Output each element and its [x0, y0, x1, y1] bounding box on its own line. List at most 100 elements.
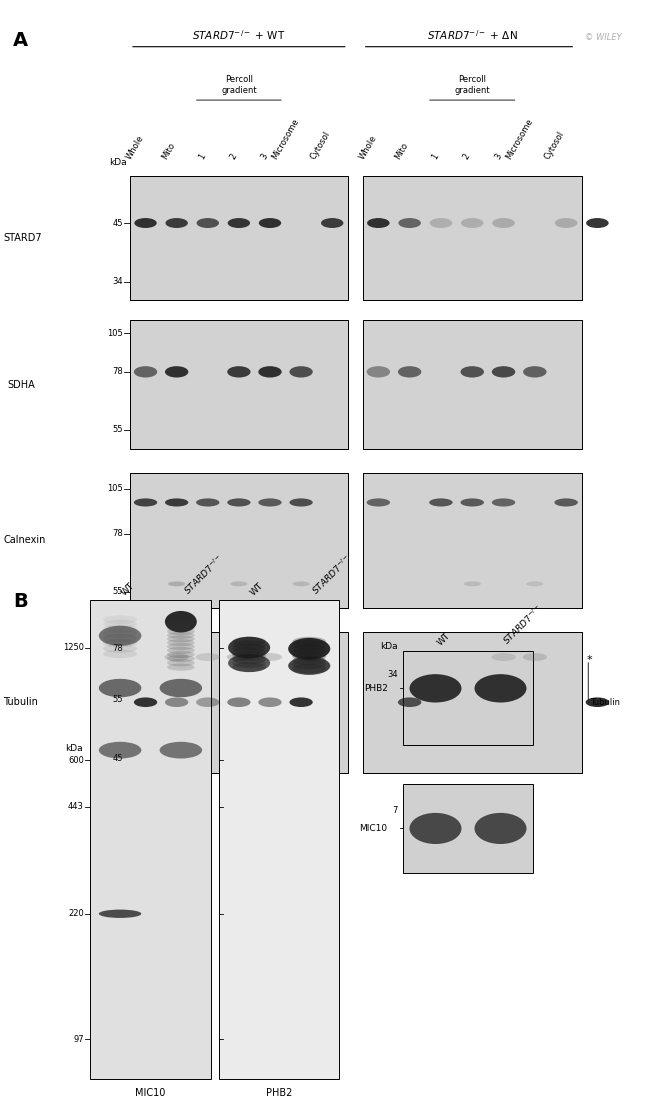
Text: 1: 1 [198, 152, 208, 161]
Ellipse shape [429, 498, 452, 507]
Text: 3: 3 [493, 152, 504, 161]
Ellipse shape [167, 632, 195, 639]
Text: Microsome: Microsome [504, 117, 535, 161]
Ellipse shape [160, 678, 202, 697]
Text: 55: 55 [112, 695, 123, 704]
Ellipse shape [134, 366, 157, 378]
Ellipse shape [103, 629, 137, 637]
Bar [403, 651, 533, 745]
Ellipse shape [103, 639, 137, 647]
Ellipse shape [103, 619, 137, 628]
Text: 105: 105 [107, 485, 123, 494]
Ellipse shape [103, 644, 137, 653]
Text: Cytosol: Cytosol [309, 130, 332, 161]
Text: Cytosol: Cytosol [543, 130, 566, 161]
Bar [219, 600, 339, 1079]
Ellipse shape [289, 697, 313, 707]
Ellipse shape [526, 582, 543, 586]
Text: B: B [13, 592, 28, 610]
Text: 105: 105 [107, 329, 123, 338]
Ellipse shape [474, 813, 526, 844]
Ellipse shape [167, 655, 195, 662]
Text: 7: 7 [393, 806, 398, 815]
Ellipse shape [160, 742, 202, 758]
Text: 2: 2 [462, 152, 472, 161]
Ellipse shape [523, 366, 547, 378]
Ellipse shape [258, 498, 281, 507]
Ellipse shape [232, 658, 266, 668]
Text: kDa: kDa [66, 744, 83, 753]
Text: WT: WT [249, 580, 266, 597]
Ellipse shape [321, 218, 343, 228]
Ellipse shape [99, 626, 141, 646]
Text: 443: 443 [68, 802, 84, 811]
Text: kDa: kDa [380, 642, 398, 651]
Ellipse shape [289, 498, 313, 507]
Ellipse shape [167, 628, 195, 635]
Ellipse shape [292, 659, 326, 669]
Text: PHB2: PHB2 [364, 684, 388, 693]
Text: Tubulin: Tubulin [590, 697, 619, 707]
Ellipse shape [586, 218, 608, 228]
Text: kDa: kDa [109, 158, 127, 167]
Text: 78: 78 [112, 644, 123, 653]
Ellipse shape [167, 647, 195, 654]
Ellipse shape [196, 697, 220, 707]
Ellipse shape [367, 498, 390, 507]
Bar [130, 176, 348, 300]
Ellipse shape [460, 498, 484, 507]
Ellipse shape [288, 657, 330, 675]
Text: Percoll
gradient: Percoll gradient [454, 76, 490, 95]
Ellipse shape [258, 653, 282, 661]
Text: Microsome: Microsome [270, 117, 301, 161]
Ellipse shape [230, 582, 248, 586]
Bar [90, 600, 211, 1079]
Ellipse shape [398, 366, 421, 378]
Ellipse shape [367, 366, 390, 378]
Ellipse shape [292, 656, 326, 665]
Bar [130, 320, 348, 449]
Ellipse shape [167, 664, 195, 671]
Ellipse shape [164, 653, 188, 661]
Text: Whole: Whole [358, 133, 378, 161]
Ellipse shape [134, 498, 157, 507]
Ellipse shape [167, 643, 195, 651]
Ellipse shape [167, 622, 195, 628]
Text: 55: 55 [112, 426, 123, 435]
Ellipse shape [492, 366, 515, 378]
Ellipse shape [232, 637, 266, 646]
Text: 220: 220 [68, 910, 84, 919]
Bar [130, 632, 348, 773]
Text: WT: WT [436, 631, 452, 647]
Text: 2: 2 [228, 152, 239, 161]
Bar [130, 320, 348, 449]
Ellipse shape [227, 366, 250, 378]
Ellipse shape [227, 697, 250, 707]
Ellipse shape [232, 651, 266, 661]
Ellipse shape [167, 635, 195, 643]
Bar [403, 784, 533, 873]
Ellipse shape [292, 637, 326, 646]
Text: *: * [587, 655, 593, 665]
Ellipse shape [463, 582, 481, 586]
Ellipse shape [292, 582, 309, 586]
Bar [130, 176, 348, 300]
Text: 45: 45 [112, 754, 123, 763]
Ellipse shape [292, 644, 326, 654]
Ellipse shape [227, 218, 250, 228]
Ellipse shape [168, 582, 185, 586]
Ellipse shape [460, 366, 484, 378]
Ellipse shape [461, 218, 484, 228]
Ellipse shape [258, 366, 281, 378]
Ellipse shape [474, 674, 526, 703]
Text: 78: 78 [112, 529, 123, 538]
Text: Percoll
gradient: Percoll gradient [221, 76, 257, 95]
Text: $\it{STARD7}$$^{-/-}$: $\it{STARD7}$$^{-/-}$ [181, 552, 226, 597]
Bar [363, 176, 582, 300]
Ellipse shape [196, 498, 220, 507]
Text: $\it{STARD7}$$^{-/-}$: $\it{STARD7}$$^{-/-}$ [309, 552, 354, 597]
Text: Tubulin: Tubulin [3, 697, 38, 707]
Ellipse shape [398, 697, 421, 707]
Ellipse shape [367, 218, 389, 228]
Text: 45: 45 [112, 219, 123, 228]
